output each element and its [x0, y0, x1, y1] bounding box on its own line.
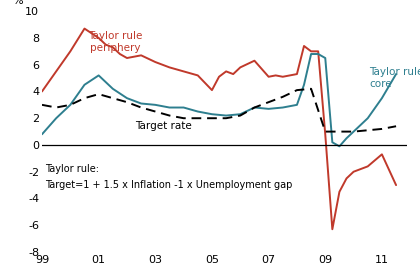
Text: Taylor rule
core: Taylor rule core [369, 67, 420, 89]
Text: Taylor rule
periphery: Taylor rule periphery [89, 31, 143, 53]
Text: Target=1 + 1.5 x Inflation -1 x Unemployment gap: Target=1 + 1.5 x Inflation -1 x Unemploy… [45, 180, 292, 190]
Text: Taylor rule:: Taylor rule: [45, 164, 99, 174]
Text: %: % [13, 0, 24, 6]
Text: Target rate: Target rate [136, 121, 192, 131]
